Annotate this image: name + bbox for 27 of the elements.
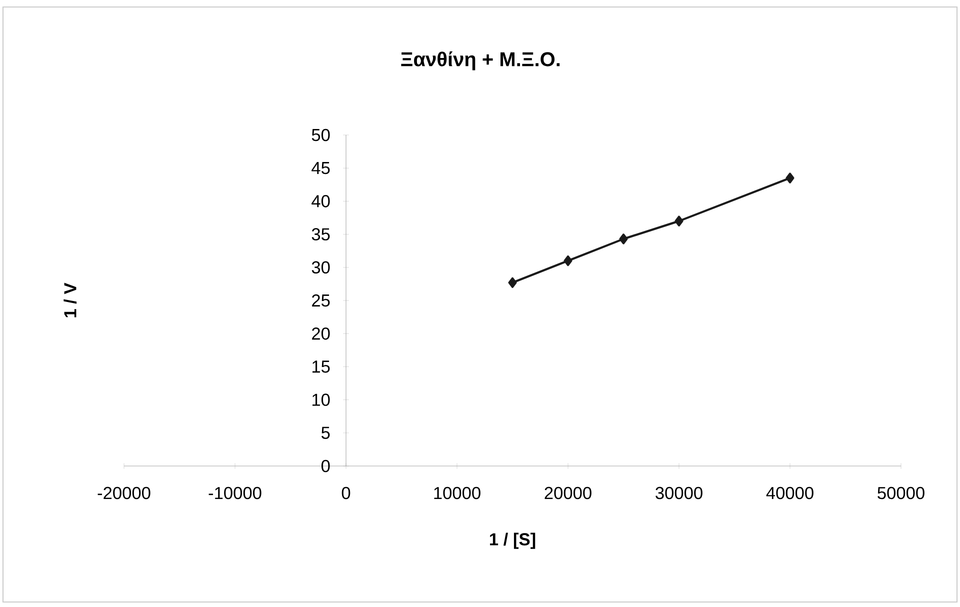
- point: [674, 216, 684, 226]
- chart-title: Ξανθίνη + Μ.Ξ.Ο.: [401, 51, 560, 70]
- y-tick-label: 40: [312, 195, 330, 208]
- x-tick-label: -20000: [98, 486, 150, 500]
- y-tick-label: 0: [321, 460, 330, 472]
- x-tick-label: 0: [342, 486, 350, 500]
- x-tick-label: 10000: [434, 486, 480, 500]
- y-tick-label: 35: [312, 228, 330, 240]
- y-tick-label: 20: [312, 327, 330, 340]
- y-tick-label: 15: [312, 360, 330, 373]
- point: [786, 172, 794, 184]
- y-tick-label: 25: [312, 294, 330, 307]
- x-tick-label: 20000: [544, 486, 592, 500]
- y-tick-label: 45: [312, 162, 330, 174]
- x-axis-title: 1 / [S]: [490, 532, 536, 549]
- y-tick-label: 5: [321, 426, 330, 439]
- y-tick-label: 30: [312, 261, 330, 274]
- x-tick-label: 30000: [656, 486, 702, 500]
- point: [619, 234, 628, 244]
- point: [564, 255, 572, 266]
- x-tick-label: -10000: [208, 486, 262, 500]
- x-tick-label: 40000: [766, 486, 814, 500]
- y-axis-title: 1 / V: [64, 282, 77, 318]
- x-tick-label: 50000: [878, 486, 924, 500]
- y-tick-label: 50: [312, 128, 330, 142]
- y-tick-label: 10: [312, 394, 330, 406]
- point: [508, 277, 517, 288]
